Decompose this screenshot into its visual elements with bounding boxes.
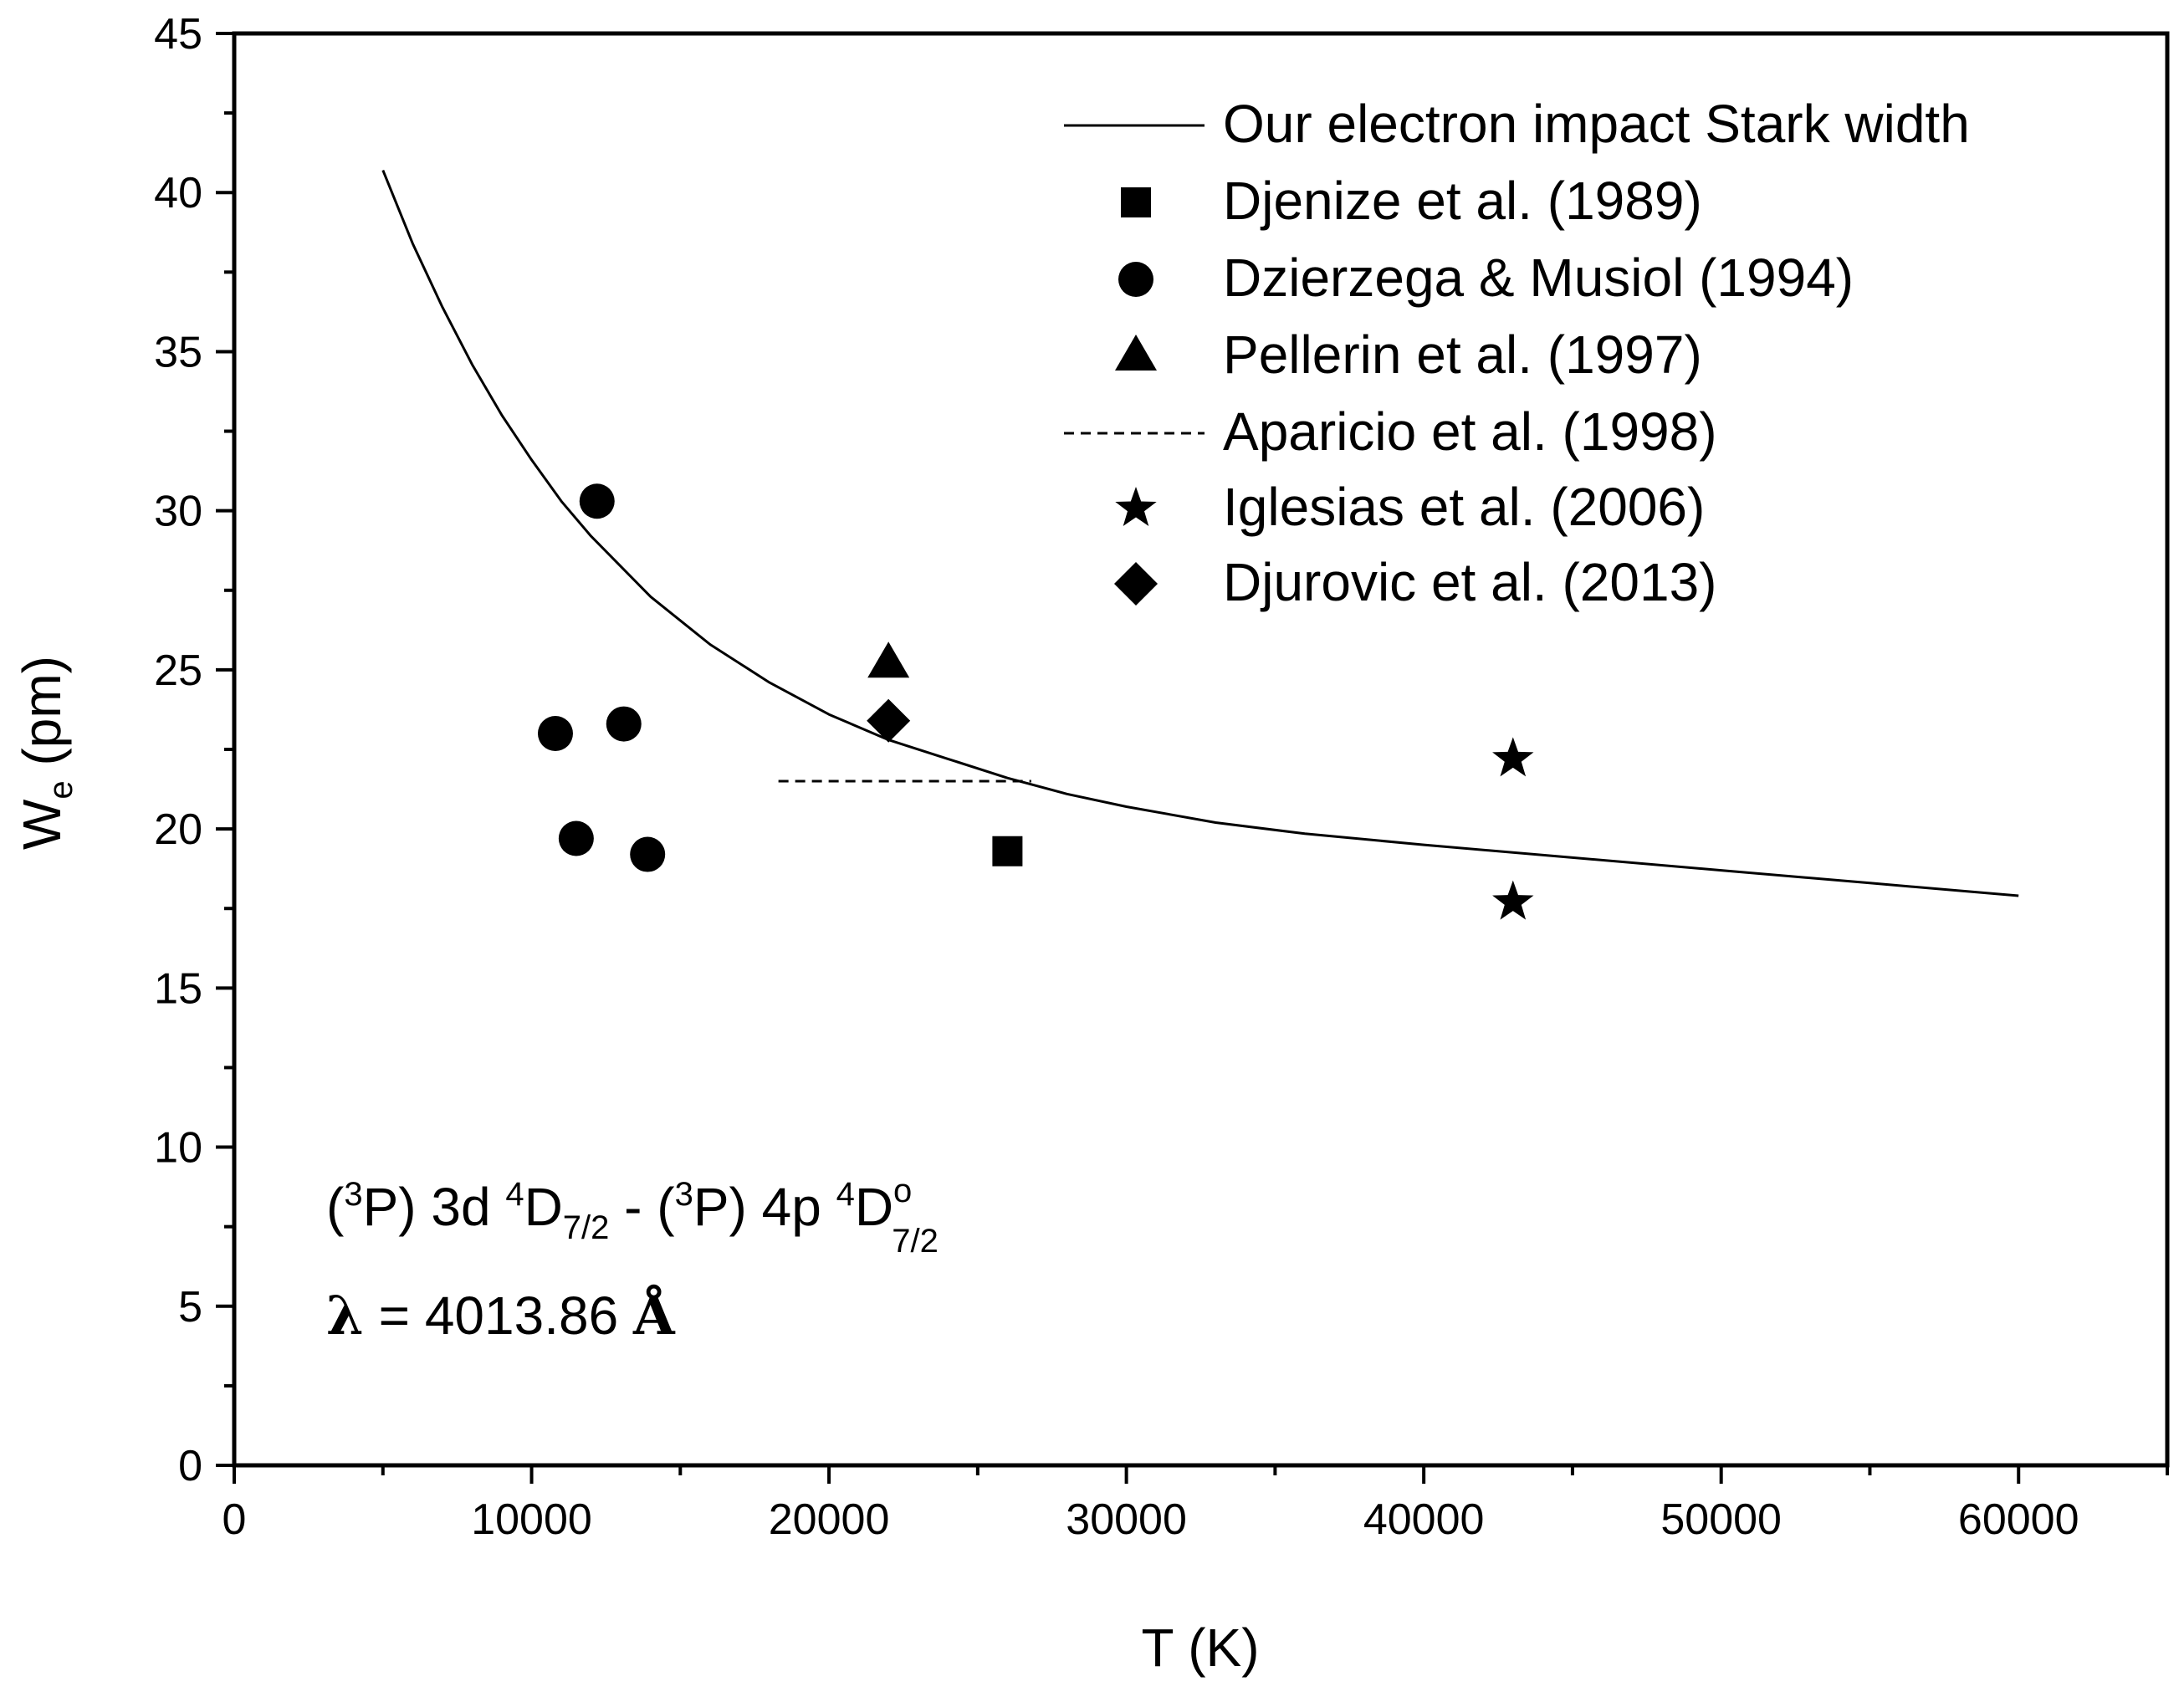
legend-label-stark: Our electron impact Stark width — [1223, 94, 1970, 154]
y-tick-label: 35 — [154, 328, 202, 376]
x-axis-title: T (K) — [1141, 1618, 1259, 1678]
y-tick-label: 45 — [154, 10, 202, 59]
y-axis-title-unit: (pm) — [12, 656, 72, 780]
series-6 — [867, 698, 911, 743]
x-tick-label: 10000 — [471, 1495, 592, 1544]
legend-symbol-triangle — [1115, 335, 1157, 371]
legend-symbol-star — [1115, 487, 1157, 526]
x-tick-label: 0 — [222, 1495, 247, 1544]
y-tick-label: 40 — [154, 169, 202, 217]
square-point — [992, 836, 1023, 866]
y-axis-title: We (pm) — [12, 656, 79, 850]
legend-label-djurovic: Djurovic et al. (2013) — [1223, 552, 1716, 612]
legend-symbol-diamond — [1114, 562, 1158, 606]
legend: Our electron impact Stark width Djenize … — [1064, 94, 1970, 612]
x-tick-label: 50000 — [1660, 1495, 1782, 1544]
y-tick-label: 0 — [178, 1442, 202, 1490]
legend-label-djenize: Djenize et al. (1989) — [1223, 171, 1702, 231]
star-point — [1492, 737, 1534, 777]
series-0 — [381, 170, 2019, 897]
x-tick-label: 30000 — [1066, 1495, 1187, 1544]
stark-width-curve — [381, 170, 2019, 897]
star-point — [1492, 880, 1534, 920]
diamond-point — [867, 698, 911, 743]
y-tick-label: 20 — [154, 805, 202, 854]
legend-symbol-circle — [1118, 262, 1153, 297]
series-2 — [537, 483, 666, 872]
legend-symbol-square — [1121, 187, 1151, 217]
tick-labels: 0 10000 20000 30000 40000 50000 60000 0 5 10 15 20 2… — [154, 10, 2079, 1544]
legend-label-aparicio: Aparicio et al. (1998) — [1223, 401, 1717, 462]
legend-label-pellerin: Pellerin et al. (1997) — [1223, 325, 1702, 385]
x-tick-label: 20000 — [769, 1495, 890, 1544]
plot-frame — [232, 31, 2170, 1468]
x-tick-label: 60000 — [1958, 1495, 2079, 1544]
wavelength-annotation: λ = 4013.86 Å — [326, 1285, 676, 1347]
y-tick-label: 25 — [154, 647, 202, 695]
circle-point — [537, 715, 573, 751]
legend-label-dzierzega: Dzierzega & Musiol (1994) — [1223, 248, 1854, 308]
triangle-point — [867, 641, 910, 678]
y-tick-label: 10 — [154, 1124, 202, 1173]
legend-label-iglesias: Iglesias et al. (2006) — [1223, 477, 1705, 537]
y-tick-label: 30 — [154, 488, 202, 536]
x-tick-label: 40000 — [1363, 1495, 1485, 1544]
y-tick-label: 5 — [178, 1283, 202, 1332]
y-axis-title-main: W — [12, 799, 72, 850]
legend-symbols — [1064, 124, 1205, 606]
series-5 — [1492, 737, 1534, 920]
y-axis-title-sub: e — [43, 780, 79, 799]
data-series — [381, 170, 2019, 920]
circle-point — [558, 820, 594, 856]
series-3 — [867, 641, 910, 678]
transition-annotation: (3P) 3d 4D7/2 - (3P) 4p 4Do 7/2 — [326, 1173, 939, 1260]
series-1 — [992, 836, 1023, 866]
circle-point — [606, 706, 642, 742]
y-tick-label: 15 — [154, 964, 202, 1013]
circle-point — [630, 836, 666, 872]
circle-point — [579, 483, 615, 519]
